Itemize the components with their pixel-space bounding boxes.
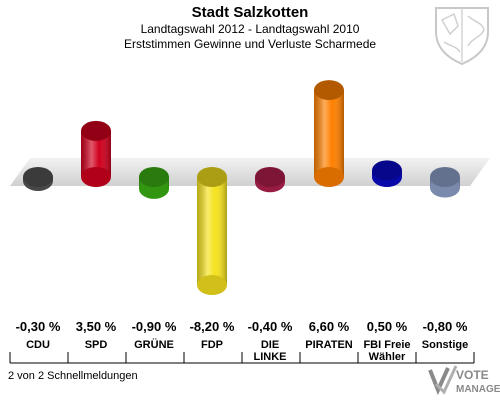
bar-top-cap <box>81 120 111 141</box>
category-label: CDU <box>9 339 67 351</box>
bar-spd <box>81 120 111 187</box>
bar-top-cap <box>255 167 285 187</box>
bar-top-cap <box>197 167 227 187</box>
bar-shading <box>314 90 344 177</box>
category-label: SPD <box>67 339 125 351</box>
bar-top-cap <box>23 167 53 187</box>
category-axis <box>9 352 475 364</box>
bar-top-cap <box>139 167 169 187</box>
category-label-line: SPD <box>84 339 108 351</box>
category-label: DIE LINKE <box>241 339 299 363</box>
footer-note: 2 von 2 Schnellmeldungen <box>8 370 138 382</box>
bar-group <box>23 80 460 295</box>
votemanager-logo: VOTE MANAGER <box>428 365 500 396</box>
svg-text:MANAGER: MANAGER <box>456 384 500 395</box>
bar-sonstige <box>430 167 460 198</box>
chart-title: Stadt Salzkotten <box>191 4 309 21</box>
baseline-floor <box>10 158 490 186</box>
category-label-line: Wähler <box>368 351 406 363</box>
value-label: 6,60 % <box>308 319 350 334</box>
category-label-line: CDU <box>26 339 50 351</box>
value-label: -0,40 % <box>247 319 293 334</box>
bar-cdu <box>23 167 53 191</box>
bar-grüne <box>139 167 169 199</box>
category-label-line: FDP <box>201 339 223 351</box>
category-label: GRÜNE <box>125 339 183 351</box>
category-label: FBI Freie Wähler <box>358 339 416 363</box>
category-label-line: LINKE <box>253 351 287 363</box>
bar-shading <box>197 177 227 285</box>
value-label: 0,50 % <box>366 319 408 334</box>
bar-bottom-cap <box>314 167 344 187</box>
category-label-line: FBI Freie <box>363 339 411 351</box>
category-label-line: DIE <box>260 339 280 351</box>
bar-fdp <box>197 167 227 295</box>
value-label: -0,90 % <box>131 319 177 334</box>
category-label-line: PIRATEN <box>305 339 353 351</box>
category-label: FDP <box>183 339 241 351</box>
category-label-line: Sonstige <box>421 339 469 351</box>
chart-subtitle-description: Erststimmen Gewinne und Verluste Scharme… <box>123 37 377 51</box>
value-label: -0,80 % <box>422 319 468 334</box>
bar-fbi-freie-wähler <box>372 160 402 187</box>
value-label: -8,20 % <box>189 319 235 334</box>
value-label: 3,50 % <box>75 319 117 334</box>
chart-subtitle-comparison: Landtagswahl 2012 - Landtagswahl 2010 <box>140 22 360 36</box>
category-label: PIRATEN <box>300 339 358 351</box>
value-label: -0,30 % <box>15 319 61 334</box>
coat-of-arms-icon <box>435 7 489 66</box>
bar-piraten <box>314 80 344 187</box>
bar-bottom-cap <box>197 275 227 295</box>
category-label-line: GRÜNE <box>134 339 174 351</box>
bar-bottom-cap <box>81 167 111 187</box>
svg-text:VOTE: VOTE <box>456 368 489 382</box>
bar-top-cap <box>430 167 460 187</box>
bar-top-cap <box>372 160 402 181</box>
bar-top-cap <box>314 80 344 101</box>
bar-die-linke <box>255 167 285 193</box>
category-label: Sonstige <box>416 339 474 351</box>
